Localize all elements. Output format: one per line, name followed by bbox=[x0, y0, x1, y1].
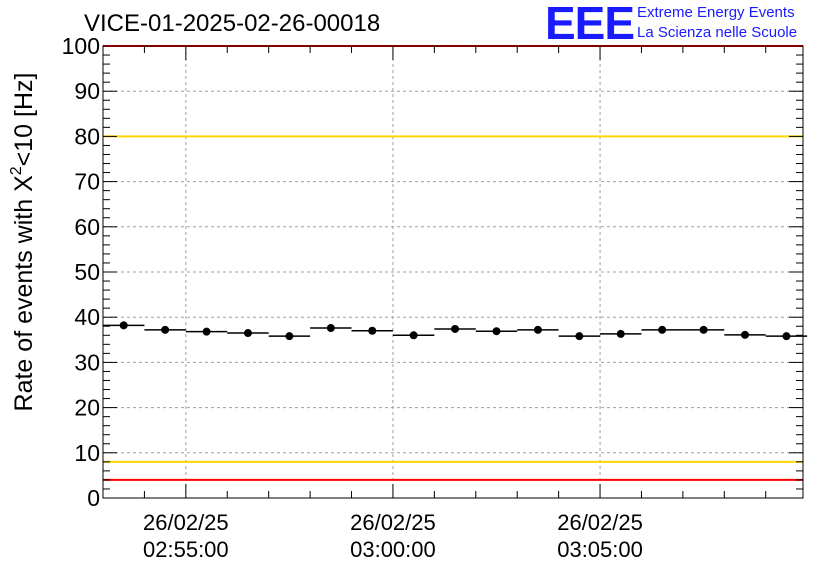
y-tick-label: 50 bbox=[74, 259, 100, 285]
data-point bbox=[326, 324, 335, 333]
y-axis-title-main: Rate of events with X bbox=[10, 175, 38, 412]
data-point bbox=[285, 332, 294, 341]
y-axis-title: Rate of events with X2<10 [Hz] bbox=[8, 73, 38, 412]
data-point bbox=[409, 331, 418, 340]
y-tick-label: 100 bbox=[62, 33, 100, 59]
data-point bbox=[699, 325, 708, 334]
x-tick-label-date: 26/02/25 bbox=[350, 510, 436, 535]
logo-text-line-1: Extreme Energy Events bbox=[637, 4, 795, 21]
data-point bbox=[575, 332, 584, 341]
x-tick-label-date: 26/02/25 bbox=[143, 510, 229, 535]
data-point bbox=[243, 329, 252, 338]
y-tick-label: 60 bbox=[74, 214, 100, 240]
data-point bbox=[616, 329, 625, 338]
y-axis-title-tail: <10 [Hz] bbox=[10, 73, 38, 167]
data-point bbox=[782, 332, 791, 341]
grid-layer bbox=[103, 46, 803, 498]
eee-logo: EEE bbox=[545, 0, 635, 49]
y-tick-label: 70 bbox=[74, 169, 100, 195]
data-point bbox=[741, 330, 750, 339]
y-tick-label: 20 bbox=[74, 395, 100, 421]
data-point bbox=[368, 326, 377, 335]
data-point bbox=[533, 325, 542, 334]
y-tick-label: 30 bbox=[74, 349, 100, 375]
axes-layer: 010203040506070809010026/02/2502:55:0026… bbox=[62, 33, 804, 562]
y-tick-label: 0 bbox=[87, 485, 100, 511]
y-tick-label: 10 bbox=[74, 440, 100, 466]
y-tick-label: 40 bbox=[74, 304, 100, 330]
data-point bbox=[658, 325, 667, 334]
plot-title: VICE-01-2025-02-26-00018 bbox=[84, 10, 381, 37]
data-point bbox=[161, 325, 170, 334]
data-point bbox=[202, 327, 211, 336]
x-tick-label-time: 03:05:00 bbox=[557, 537, 643, 562]
y-tick-label: 80 bbox=[74, 123, 100, 149]
x-tick-label-time: 03:00:00 bbox=[350, 537, 436, 562]
data-point bbox=[492, 327, 501, 336]
data-point bbox=[451, 324, 460, 333]
logo-text-line-2: La Scienza nelle Scuole bbox=[637, 24, 798, 41]
y-axis-title-sup: 2 bbox=[8, 166, 25, 175]
data-layer bbox=[103, 321, 808, 341]
x-tick-label-date: 26/02/25 bbox=[557, 510, 643, 535]
y-tick-label: 90 bbox=[74, 78, 100, 104]
data-point bbox=[119, 321, 128, 330]
x-tick-label-time: 02:55:00 bbox=[143, 537, 229, 562]
threshold-layer bbox=[103, 45, 803, 481]
